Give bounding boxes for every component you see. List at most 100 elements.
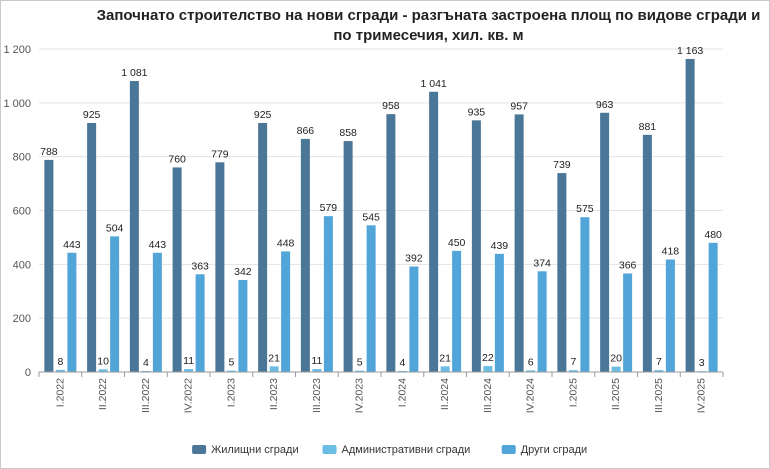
data-label: 3 (699, 357, 705, 369)
data-label: 504 (106, 222, 124, 234)
bar (611, 366, 621, 372)
bar (323, 216, 333, 372)
bar (452, 250, 462, 372)
y-tick-label: 1 000 (3, 98, 31, 110)
data-label: 21 (268, 352, 280, 364)
x-tick-label: II.2023 (268, 378, 280, 410)
data-label: 480 (704, 229, 722, 241)
data-label: 925 (83, 109, 101, 121)
bar (281, 251, 291, 372)
chart-title: Започнато строителство на нови сгради - … (96, 7, 761, 44)
data-label: 10 (97, 355, 109, 367)
legend-swatch (322, 445, 337, 454)
bar (67, 252, 77, 372)
bars (44, 58, 718, 373)
x-tick-label: II.2022 (97, 378, 109, 410)
bar (110, 236, 120, 372)
data-label: 579 (320, 202, 338, 214)
x-tick-label: III.2022 (140, 378, 152, 413)
y-tick-label: 400 (13, 259, 31, 271)
bar (98, 369, 108, 372)
bar (580, 217, 590, 372)
data-label: 779 (211, 148, 229, 160)
data-label: 443 (149, 239, 167, 251)
data-label: 22 (482, 352, 494, 364)
data-label: 439 (491, 240, 509, 252)
bar (440, 366, 450, 372)
bar (87, 123, 97, 372)
data-label: 443 (63, 239, 81, 251)
y-tick-label: 1 200 (3, 44, 31, 56)
bar (312, 369, 322, 372)
x-tick-label: II.2025 (610, 378, 622, 410)
data-label: 11 (183, 355, 194, 367)
bar (386, 114, 396, 372)
y-tick-label: 600 (13, 206, 31, 218)
bar (537, 271, 547, 372)
x-tick-label: IV.2023 (354, 378, 366, 413)
data-label: 7 (570, 356, 576, 368)
data-label: 7 (656, 356, 662, 368)
bar (44, 159, 54, 372)
data-label: 448 (277, 237, 295, 249)
y-tick-label: 200 (13, 313, 31, 325)
y-axis-ticks: 0 200 400 600 800 1 000 1 200 (3, 44, 31, 379)
data-label: 5 (228, 357, 234, 369)
bar (665, 259, 675, 372)
x-axis: I.2022 II.2022 III.2022 IV.2022 I.2023 II.202… (38, 371, 724, 413)
y-tick-label: 800 (13, 152, 31, 164)
bar (238, 279, 248, 372)
data-label: 450 (448, 237, 466, 249)
data-label: 866 (297, 125, 315, 137)
data-label: 925 (254, 109, 272, 121)
data-label: 935 (468, 106, 486, 118)
data-label: 418 (662, 245, 680, 257)
data-label: 21 (439, 352, 451, 364)
bar (483, 366, 493, 372)
bar (429, 91, 439, 373)
bar (708, 242, 718, 372)
bar (514, 114, 524, 372)
bar (152, 252, 162, 372)
legend-swatch (501, 445, 516, 454)
bar (526, 370, 536, 372)
bar (129, 81, 139, 373)
legend-label: Други сгради (521, 444, 587, 456)
bar (366, 225, 376, 372)
data-label: 1 041 (420, 78, 446, 90)
data-label: 958 (382, 100, 400, 112)
data-label: 881 (639, 121, 657, 133)
bar (355, 370, 365, 372)
data-label: 392 (405, 252, 423, 264)
x-tick-label: IV.2024 (525, 378, 537, 413)
legend-label: Жилищни сгради (211, 444, 299, 456)
bar (184, 369, 194, 372)
x-tick-label: III.2025 (653, 378, 665, 413)
bar (172, 167, 182, 372)
x-tick-label: I.2022 (54, 378, 66, 407)
data-label: 366 (619, 259, 637, 271)
value-labels: 788 925 1 081 760 779 925 866 858 958 1 041 935 957… (40, 45, 722, 369)
x-tick-label: I.2025 (567, 378, 579, 407)
data-label: 4 (143, 357, 149, 369)
data-label: 760 (168, 153, 186, 165)
data-label: 957 (510, 100, 528, 112)
bar (623, 273, 633, 372)
x-tick-label: IV.2022 (183, 378, 195, 413)
bar (494, 253, 504, 372)
data-label: 5 (357, 357, 363, 369)
bar (258, 123, 268, 372)
data-label: 545 (362, 211, 380, 223)
legend: Жилищни сгради Административни сгради Друг… (192, 444, 587, 456)
x-tick-label: IV.2025 (696, 378, 708, 413)
data-label: 20 (610, 353, 622, 365)
legend-label: Административни сгради (342, 444, 471, 456)
y-tick-label: 0 (25, 367, 31, 379)
bar (397, 370, 407, 372)
data-label: 739 (553, 159, 571, 171)
bar (55, 369, 65, 372)
bar (269, 366, 279, 372)
bar (409, 266, 419, 372)
